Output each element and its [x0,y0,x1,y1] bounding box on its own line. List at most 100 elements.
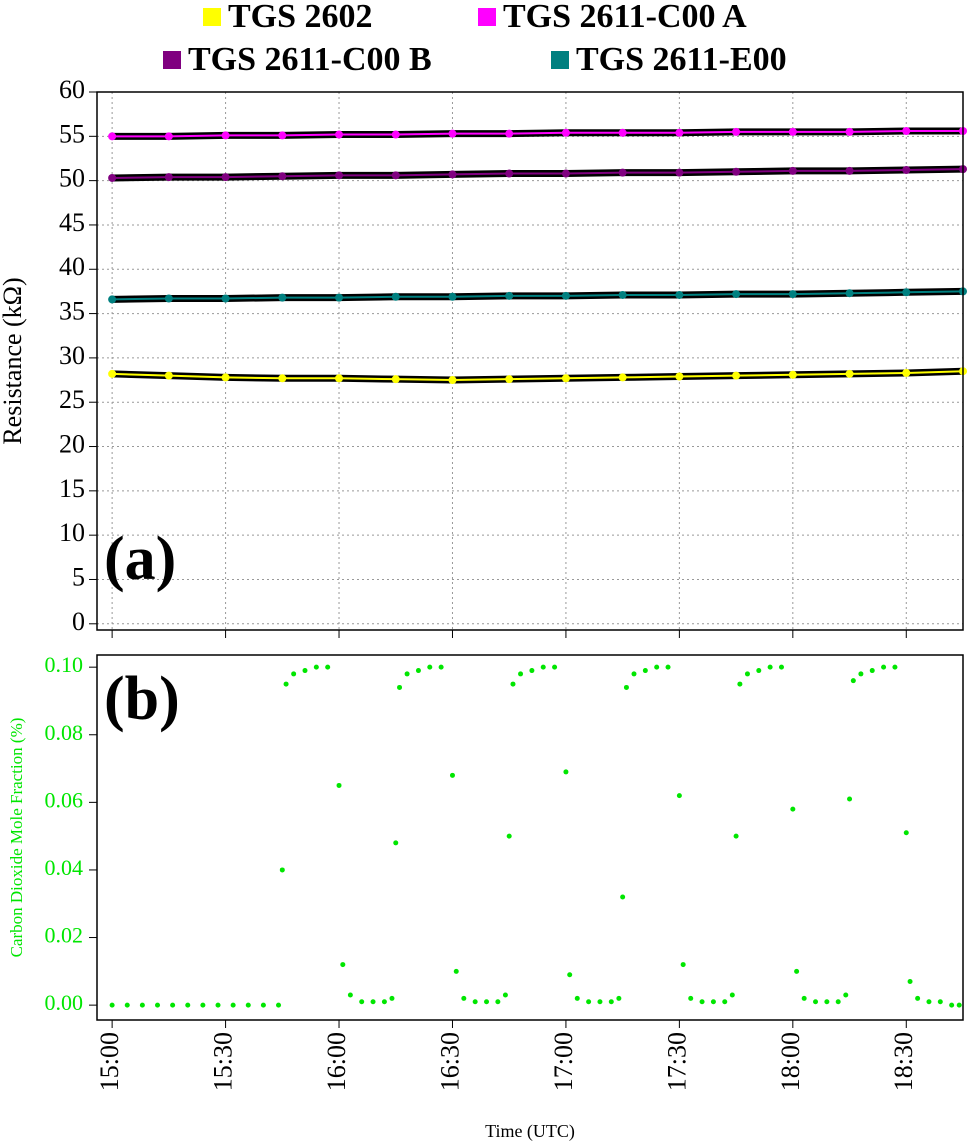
data-point [956,1002,962,1008]
data-point [370,999,376,1005]
data-point [631,671,637,677]
series-point [675,372,684,381]
y-tick-label: 0.00 [45,990,84,1015]
data-point [843,992,849,998]
x-tick-label: 16:00 [322,1032,351,1091]
legend-label: TGS 2611-C00 A [503,0,747,35]
series-point [278,293,287,302]
legend-label: TGS 2611-C00 B [188,41,432,78]
data-point [230,1002,236,1008]
series-point [108,295,117,304]
data-point [688,995,694,1001]
data-point [552,664,558,670]
series-point [335,171,344,180]
data-point [620,894,626,900]
data-point [680,962,686,968]
data-point [903,830,909,836]
data-point [389,995,395,1001]
y-axis-label: Carbon Dioxide Mole Fraction (%) [7,718,26,958]
data-point [563,769,569,775]
data-point [597,999,603,1005]
plot-frame [96,654,964,1021]
data-point [586,999,592,1005]
series-point [902,288,911,297]
series-point [448,129,457,138]
series-point [902,126,911,135]
data-point [767,664,773,670]
panel-label: (a) [104,525,176,593]
data-point [170,1002,176,1008]
data-point [654,664,660,670]
y-tick-label: 10 [59,518,85,547]
y-tick-label: 35 [59,297,85,326]
data-point [245,1002,251,1008]
data-point [495,999,501,1005]
series-point [108,369,117,378]
y-tick-label: 45 [59,208,85,237]
y-tick-label: 20 [59,429,85,458]
series-point [845,289,854,298]
data-point [397,684,403,690]
y-tick-label: 30 [59,341,85,370]
data-point [449,772,455,778]
data-point [139,1002,145,1008]
data-point [915,995,921,1001]
series-point [448,376,457,385]
data-point [710,999,716,1005]
y-tick-label: 50 [59,164,85,193]
y-tick-label: 40 [59,252,85,281]
data-point [325,664,331,670]
data-point [567,972,573,978]
x-tick-label: 17:00 [549,1032,578,1091]
series-point [505,129,514,138]
series-point [221,294,230,303]
series-point [448,170,457,179]
legend-swatch [203,8,221,26]
x-tick-label: 15:00 [95,1032,124,1091]
y-tick-label: 25 [59,385,85,414]
data-point [722,999,728,1005]
series-point [618,168,627,177]
series-point [335,130,344,139]
series-point [788,290,797,299]
data-point [756,668,762,674]
series-point [902,368,911,377]
series-point [845,166,854,175]
y-tick-label: 0.04 [45,855,84,880]
data-point [200,1002,206,1008]
series-point [902,165,911,174]
data-point [393,840,399,846]
data-point [347,992,353,998]
data-point [313,664,319,670]
series-point [505,169,514,178]
series-point [164,173,173,182]
data-point [260,1002,266,1008]
data-point [302,668,308,674]
series-point [732,290,741,299]
data-point [949,1002,955,1008]
x-tick-label: 17:30 [662,1032,691,1091]
data-point [665,664,671,670]
data-point [892,664,898,670]
data-point [438,664,444,670]
data-point [869,668,875,674]
series-point [278,374,287,383]
data-point [574,995,580,1001]
data-point [926,999,932,1005]
data-point [529,668,535,674]
x-tick-label: 18:00 [776,1032,805,1091]
series-point [278,172,287,181]
x-tick-label: 16:30 [435,1032,464,1091]
data-point [510,681,516,687]
legend-swatch [551,51,569,69]
series-point [278,131,287,140]
data-point [283,681,289,687]
series-line [112,370,964,382]
legend-label: TGS 2611-E00 [576,41,787,78]
y-axis-label: Resistance (kΩ) [0,277,27,444]
series-point [164,294,173,303]
series-point [732,167,741,176]
series-point [164,371,173,380]
